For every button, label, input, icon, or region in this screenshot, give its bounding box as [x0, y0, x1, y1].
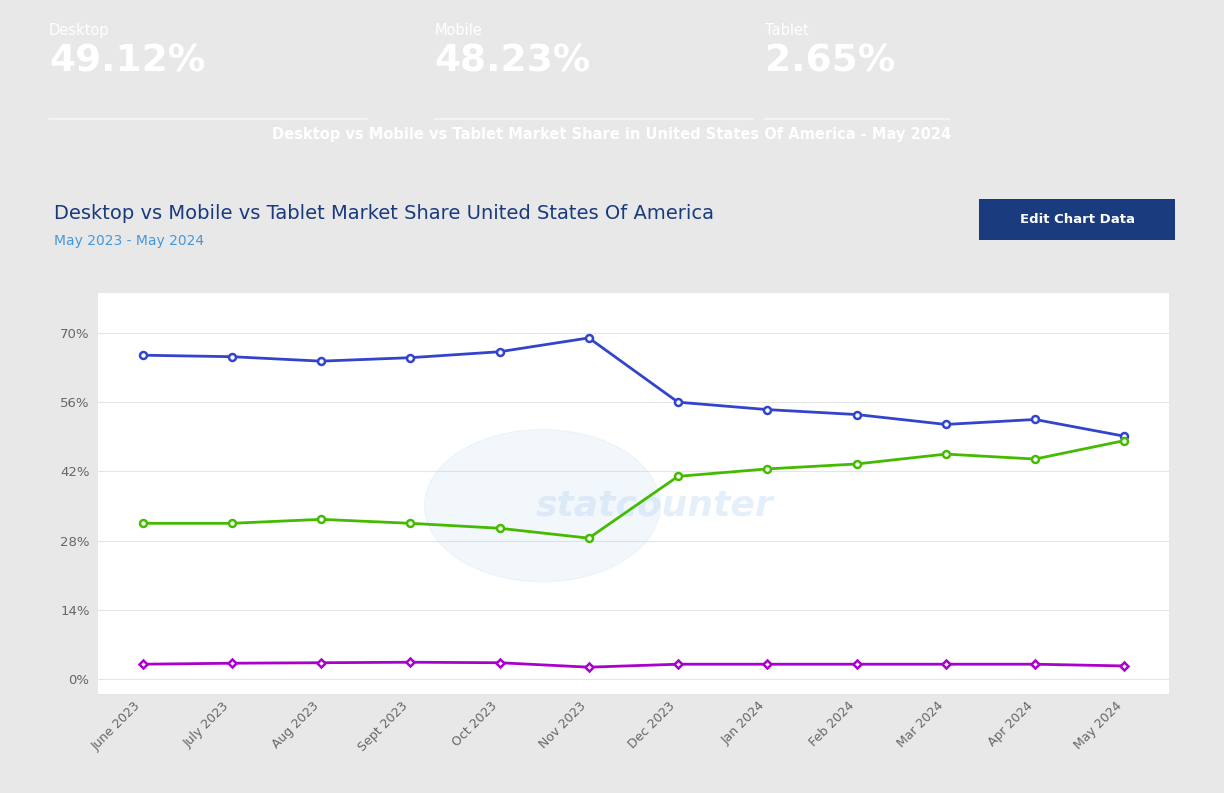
Text: May 2023 - May 2024: May 2023 - May 2024 [54, 234, 204, 248]
Text: Desktop vs Mobile vs Tablet Market Share United States Of America: Desktop vs Mobile vs Tablet Market Share… [54, 204, 714, 223]
Ellipse shape [425, 430, 660, 582]
Text: Mobile: Mobile [435, 23, 482, 38]
FancyBboxPatch shape [969, 197, 1185, 243]
Text: Edit Chart Data: Edit Chart Data [1020, 213, 1135, 226]
Text: Tablet: Tablet [765, 23, 809, 38]
Text: Desktop: Desktop [49, 23, 109, 38]
Text: 49.12%: 49.12% [49, 44, 206, 79]
Text: 48.23%: 48.23% [435, 44, 591, 79]
Text: Desktop vs Mobile vs Tablet Market Share in United States Of America - May 2024: Desktop vs Mobile vs Tablet Market Share… [273, 127, 951, 142]
Text: 2.65%: 2.65% [765, 44, 896, 79]
Text: statcounter: statcounter [536, 488, 774, 523]
